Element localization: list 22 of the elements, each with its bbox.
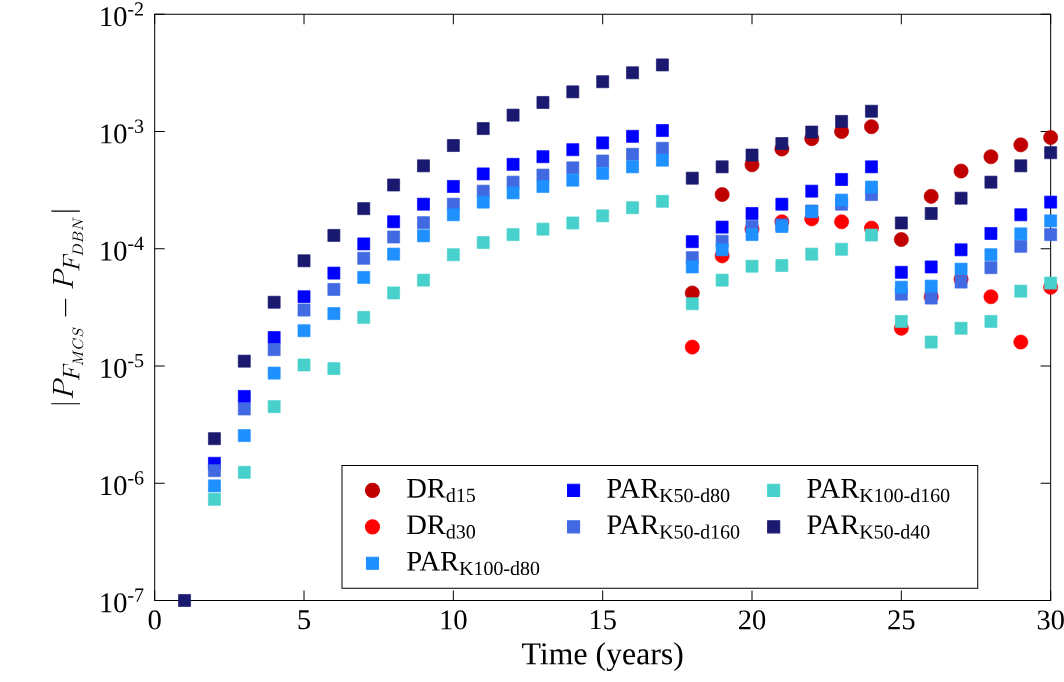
- legend-label: PAR$_{K50-d80}$: [607, 479, 730, 503]
- y-tick-label: 10$^{-7}$: [101, 588, 144, 613]
- legend-label: PAR$_{K100-d80}$: [407, 552, 540, 576]
- legend-label: DR$_{d30}$: [407, 515, 476, 539]
- y-tick-label: 10$^{-4}$: [101, 237, 144, 261]
- x-tick-label: 30: [1037, 610, 1064, 630]
- x-tick-label: 25: [888, 610, 915, 630]
- x-tick-label: 5: [298, 610, 311, 630]
- y-tick-label: 10$^{-3}$: [101, 119, 144, 144]
- y-tick-label: 10$^{-5}$: [101, 354, 144, 379]
- y-tick-label: 10$^{-2}$: [101, 2, 143, 27]
- y-tick-label: 10$^{-6}$: [101, 471, 144, 496]
- x-tick-label: 20: [739, 610, 766, 630]
- x-axis-title: Time (years): [522, 642, 683, 672]
- legend-label: PAR$_{K100-d160}$: [807, 479, 950, 503]
- legend-label: DR$_{d15}$: [407, 479, 475, 503]
- legend-label: PAR$_{K50-d40}$: [807, 515, 930, 539]
- x-tick-label: 15: [590, 610, 616, 630]
- x-tick-label: 10: [441, 610, 467, 630]
- y-axis-title: $|P_{F_{MCS}} - P_{F_{DBN}}|$: [51, 210, 84, 405]
- legend-label: PAR$_{K50-d160}$: [607, 515, 740, 539]
- x-tick-label: 0: [148, 610, 161, 630]
